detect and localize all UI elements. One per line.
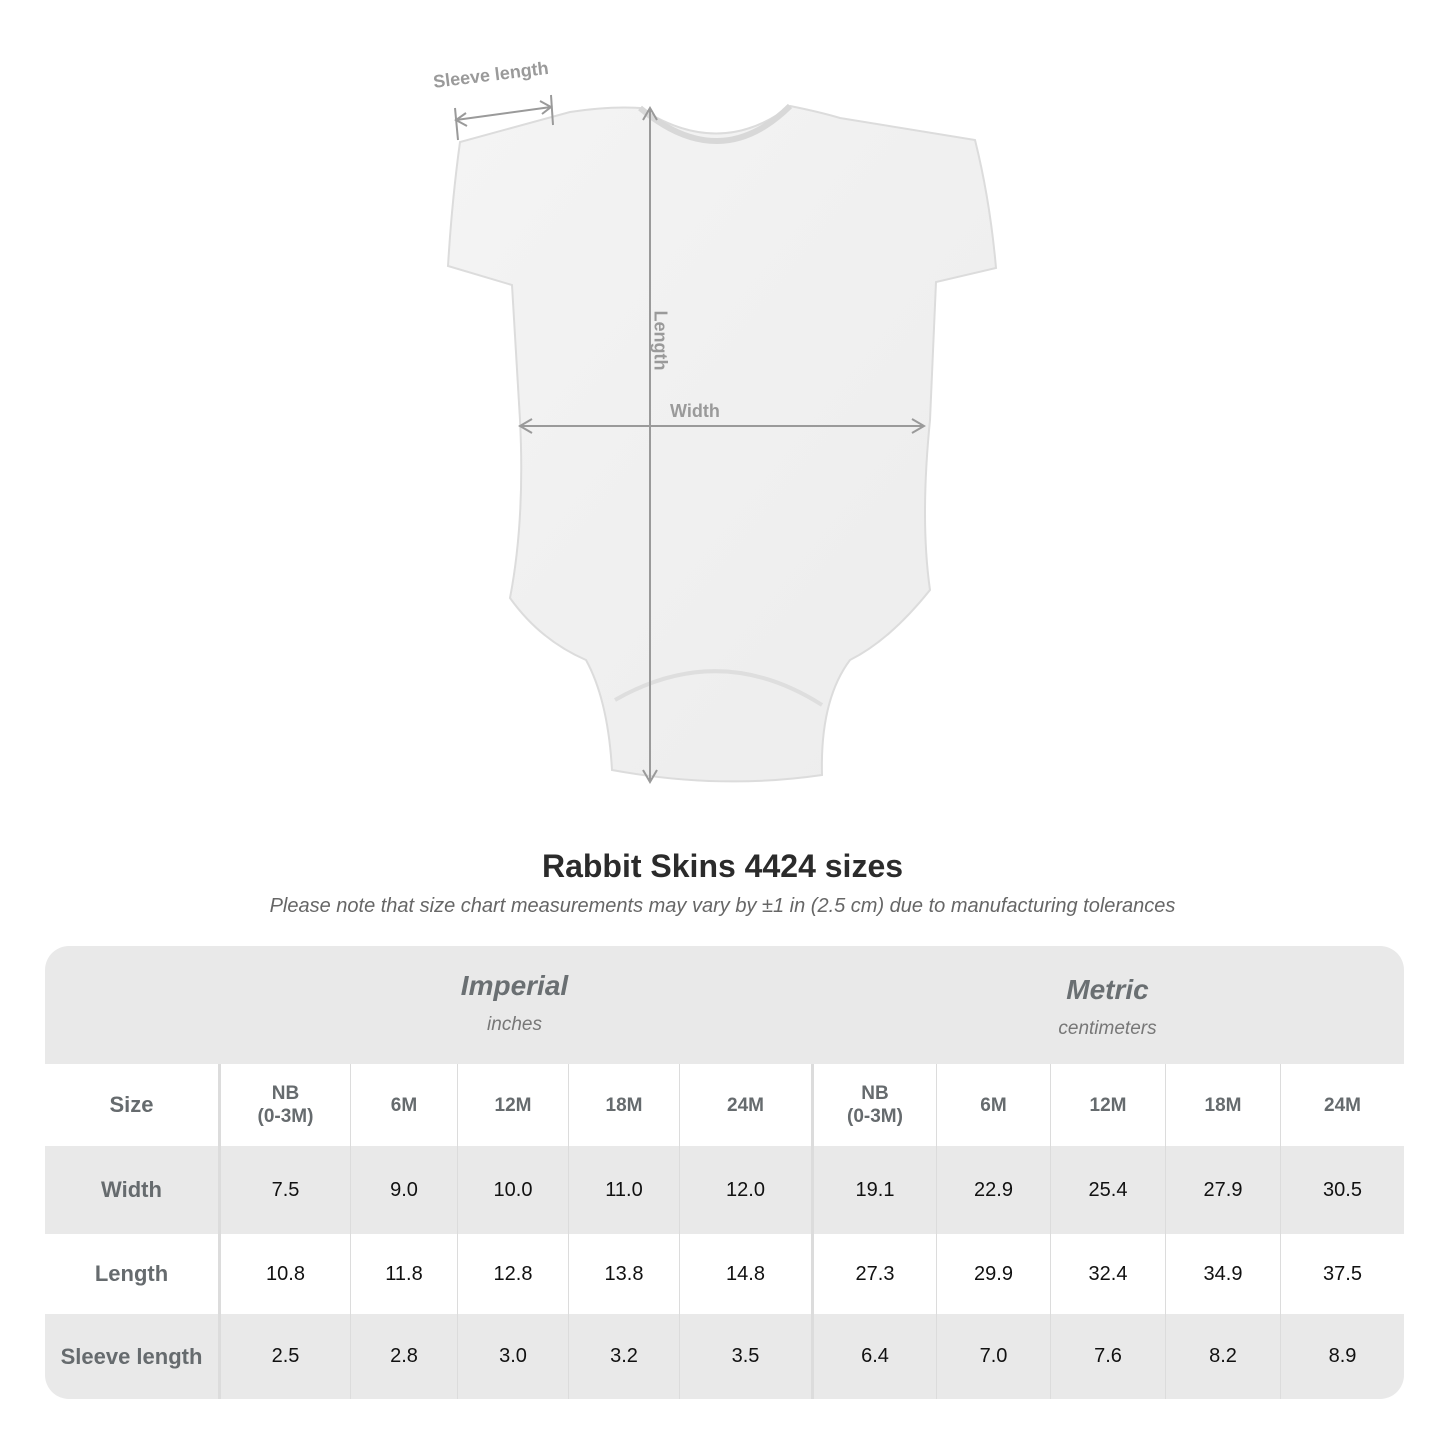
table-cell: 13.8 [568, 1234, 679, 1314]
row-label: Sleeve length [60, 1343, 203, 1369]
table-cell: 3.2 [568, 1314, 679, 1399]
tolerance-note: Please note that size chart measurements… [269, 895, 1176, 917]
table-cell: 30.5 [1280, 1146, 1404, 1234]
table-cell: 19.1 [811, 1146, 936, 1234]
width-label: Width [670, 401, 720, 421]
table-row: Width 7.5 9.0 10.0 11.0 12.0 19.1 22.9 25.4 27.9 3… [45, 1146, 1404, 1234]
table-cell: 27.9 [1165, 1146, 1280, 1234]
table-cell: 8.9 [1280, 1314, 1404, 1399]
imperial-unit: inches [487, 1014, 542, 1035]
table-cell: 12.0 [679, 1146, 811, 1234]
table-cell: 11.8 [350, 1234, 457, 1314]
table-cell: 9.0 [350, 1146, 457, 1234]
page-title: Rabbit Skins 4424 sizes [541, 848, 904, 884]
metric-header: Metric centimeters [811, 974, 1404, 1040]
size-header-row: Size NB (0-3M) 6M 12M 18M 24M NB (0-3M) 6M 12M 18… [45, 1064, 1404, 1146]
size-column-header: NB (0-3M) [811, 1064, 936, 1146]
length-label: Length [650, 310, 671, 371]
row-label: Length [94, 1261, 169, 1286]
size-column-header: 6M [350, 1064, 457, 1146]
metric-unit: centimeters [1058, 1018, 1157, 1039]
table-cell: 11.0 [568, 1146, 679, 1234]
imperial-header: Imperial inches [218, 970, 811, 1036]
table-cell: 2.8 [350, 1314, 457, 1399]
table-cell: 7.5 [218, 1146, 350, 1234]
row-label: Width [101, 1177, 162, 1202]
table-cell: 7.6 [1050, 1314, 1165, 1399]
size-column-header: 24M [679, 1064, 811, 1146]
table-cell: 8.2 [1165, 1314, 1280, 1399]
table-cell: 22.9 [936, 1146, 1050, 1234]
bodysuit-illustration [446, 94, 998, 784]
size-table: Imperial inches Metric centimeters Size N… [45, 946, 1404, 1399]
table-row: Length 10.8 11.8 12.8 13.8 14.8 27.3 29.9 32.4 34… [45, 1234, 1404, 1314]
size-column-header: 12M [457, 1064, 568, 1146]
table-cell: 25.4 [1050, 1146, 1165, 1234]
table-cell: 3.5 [679, 1314, 811, 1399]
size-column-header: 24M [1280, 1064, 1404, 1146]
unit-header-band [45, 946, 1404, 1064]
size-column-header: 18M [568, 1064, 679, 1146]
table-cell: 3.0 [457, 1314, 568, 1399]
table-cell: 27.3 [811, 1234, 936, 1314]
table-cell: 37.5 [1280, 1234, 1404, 1314]
table-row: Sleeve length 2.5 2.8 3.0 3.2 3.5 6.4 7.0 7.6 8.2… [45, 1314, 1404, 1399]
table-cell: 34.9 [1165, 1234, 1280, 1314]
table-cell: 32.4 [1050, 1234, 1165, 1314]
table-cell: 10.8 [218, 1234, 350, 1314]
table-cell: 12.8 [457, 1234, 568, 1314]
table-cell: 7.0 [936, 1314, 1050, 1399]
table-cell: 2.5 [218, 1314, 350, 1399]
size-column-header: 12M [1050, 1064, 1165, 1146]
table-cell: 6.4 [811, 1314, 936, 1399]
size-column-header: 6M [936, 1064, 1050, 1146]
size-column-header: 18M [1165, 1064, 1280, 1146]
row-label: Size [109, 1092, 154, 1117]
imperial-title: Imperial [460, 970, 569, 1001]
table-cell: 10.0 [457, 1146, 568, 1234]
size-column-header: NB (0-3M) [218, 1064, 350, 1146]
table-cell: 14.8 [679, 1234, 811, 1314]
metric-title: Metric [1066, 974, 1149, 1005]
table-cell: 29.9 [936, 1234, 1050, 1314]
